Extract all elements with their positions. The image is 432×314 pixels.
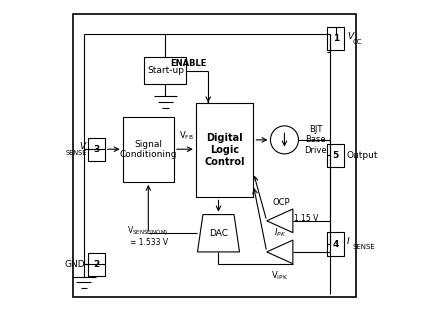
Text: Signal
Conditioning: Signal Conditioning	[120, 139, 177, 159]
Bar	[196, 103, 253, 198]
Text: GND: GND	[64, 260, 85, 269]
Text: Start-up: Start-up	[147, 66, 184, 75]
Polygon shape	[267, 209, 293, 233]
Text: = 1.533 V: = 1.533 V	[130, 238, 168, 247]
Polygon shape	[267, 240, 293, 264]
Text: Output: Output	[347, 151, 378, 160]
Text: V$_{\rm SENSE(NOM)}$: V$_{\rm SENSE(NOM)}$	[127, 224, 168, 238]
Bar	[123, 116, 174, 182]
Text: 5: 5	[333, 151, 339, 160]
Text: 4: 4	[333, 240, 339, 249]
Text: 3: 3	[93, 145, 99, 154]
Text: V: V	[79, 142, 85, 151]
Text: V: V	[347, 32, 353, 41]
Bar	[327, 144, 344, 167]
Circle shape	[270, 126, 299, 154]
Text: Digital
Logic
Control: Digital Logic Control	[204, 133, 245, 167]
Text: 1.15 V: 1.15 V	[295, 214, 319, 223]
Bar	[88, 138, 105, 161]
Bar	[88, 253, 105, 276]
Text: 2: 2	[93, 260, 99, 269]
Text: V$_{\rm FB}$: V$_{\rm FB}$	[179, 130, 194, 142]
Text: SENSE: SENSE	[353, 244, 375, 250]
Text: I: I	[347, 237, 349, 246]
Polygon shape	[197, 214, 239, 252]
Text: DAC: DAC	[209, 229, 228, 238]
Text: V$_{\rm IPK}$: V$_{\rm IPK}$	[271, 270, 288, 283]
Text: $I_{PK}$: $I_{PK}$	[274, 227, 286, 240]
Text: OCP: OCP	[273, 198, 290, 207]
Text: SENSE: SENSE	[65, 150, 87, 156]
Bar	[327, 27, 344, 51]
Bar	[144, 57, 187, 84]
Text: ENABLE: ENABLE	[170, 58, 206, 68]
Text: 1: 1	[333, 34, 339, 43]
Text: BJT
Base
Drive: BJT Base Drive	[304, 125, 327, 155]
Bar	[327, 232, 344, 256]
Text: CC: CC	[353, 39, 362, 45]
